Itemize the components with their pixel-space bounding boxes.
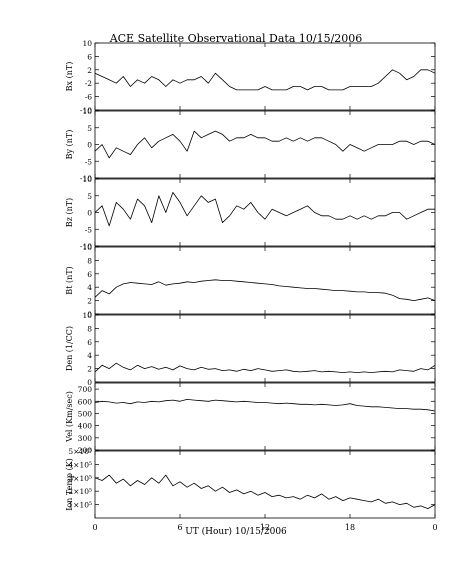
y-tick-label: 5×10⁵ (68, 447, 92, 456)
x-tick-label: 18 (345, 523, 355, 532)
y-tick-label: 500 (78, 409, 93, 418)
y-axis-label: Bt (nT) (65, 266, 74, 294)
y-tick-label: 2 (87, 66, 92, 75)
y-tick-label: 200 (78, 446, 93, 455)
y-tick-label: 1×10⁵ (68, 501, 92, 510)
y-tick-label: 10 (82, 175, 92, 184)
y-tick-label: 10 (82, 311, 92, 320)
y-tick-label: -10 (80, 174, 92, 183)
y-tick-label: -5 (85, 225, 93, 234)
series-line (94, 69, 436, 91)
x-tick-label: 0 (432, 523, 437, 532)
y-tick-label: -6 (85, 93, 93, 102)
y-tick-label: 6 (87, 338, 92, 347)
panel-frame (94, 314, 436, 383)
series-line (94, 191, 435, 227)
panel-frame (94, 42, 436, 111)
panel-2: -10 -5 0 5 10 By (nT) (65, 107, 436, 183)
y-tick-label: -10 (80, 106, 92, 115)
y-axis-label: Bz (nT) (65, 198, 74, 227)
x-tick-label: 6 (177, 523, 182, 532)
y-tick-label: 10 (82, 39, 92, 48)
y-tick-label: 5 (87, 192, 92, 201)
panel-frame (94, 382, 436, 451)
y-tick-label: -10 (80, 242, 92, 251)
series-line (94, 362, 436, 374)
series-line (94, 130, 436, 159)
y-axis-label: Den (1/CC) (65, 326, 74, 371)
y-tick-label: 2 (87, 365, 92, 374)
y-tick-label: 4 (87, 351, 92, 360)
panels: -10 -6 -2 2 6 10 Bx (nT) -10 -5 0 5 10 By (nT) -10 -5 0… (65, 39, 436, 519)
y-axis-label: By (nT) (65, 130, 74, 160)
y-tick-label: 300 (78, 434, 93, 443)
y-tick-label: 400 (78, 422, 93, 431)
x-tick-label: 0 (92, 523, 97, 532)
series-line (94, 474, 436, 510)
y-tick-label: 2×10⁵ (68, 487, 92, 496)
panel-frame (94, 178, 436, 247)
y-axis-label: Ion Temp (K) (65, 458, 74, 511)
y-tick-label: 3×10⁵ (68, 474, 92, 483)
y-tick-label: 5 (87, 124, 92, 133)
x-axis-label: UT (Hour) 10/15/2006 (185, 526, 287, 537)
series-line (94, 279, 436, 302)
chart-title: ACE Satellite Observational Data 10/15/2… (109, 32, 363, 45)
y-axis-label: Vel (Km/sec) (65, 391, 74, 443)
panel-6: 200 300 400 500 600 700 Vel (Km/sec) (65, 382, 436, 455)
y-tick-label: 8 (87, 324, 92, 333)
y-tick-label: 600 (78, 397, 93, 406)
panel-4: 0 2 4 6 8 10 Bt (nT) (65, 243, 436, 319)
y-tick-label: 10 (82, 243, 92, 252)
y-tick-label: 4 (87, 283, 92, 292)
panel-7: 1×10⁵ 2×10⁵ 3×10⁵ 4×10⁵ 5×10⁵ Ion Temp (K) (65, 447, 436, 519)
x-tick-labels: 0 6 12 18 0 (92, 523, 437, 532)
y-tick-label: -5 (85, 157, 93, 166)
y-tick-label: 0 (87, 378, 92, 387)
y-tick-label: 0 (87, 141, 92, 150)
series-line (94, 398, 436, 412)
panel-frame (94, 450, 436, 519)
y-tick-label: 6 (87, 52, 92, 61)
panel-3: -10 -5 0 5 10 Bz (nT) (65, 175, 436, 251)
panel-1: -10 -6 -2 2 6 10 Bx (nT) (65, 39, 436, 115)
y-tick-label: -2 (85, 79, 93, 88)
y-tick-label: 0 (87, 209, 92, 218)
y-tick-label: 700 (78, 385, 93, 394)
y-tick-label: 2 (87, 297, 92, 306)
y-tick-label: 6 (87, 270, 92, 279)
y-tick-label: 10 (82, 107, 92, 116)
panel-frame (94, 246, 436, 315)
y-tick-label: 0 (87, 310, 92, 319)
panel-5: 0 2 4 6 8 10 Den (1/CC) (65, 311, 436, 387)
x-tick-label: 12 (260, 523, 270, 532)
y-tick-label: 8 (87, 256, 92, 265)
y-tick-label: 4×10⁵ (68, 460, 92, 469)
y-axis-label: Bx (nT) (65, 62, 74, 92)
